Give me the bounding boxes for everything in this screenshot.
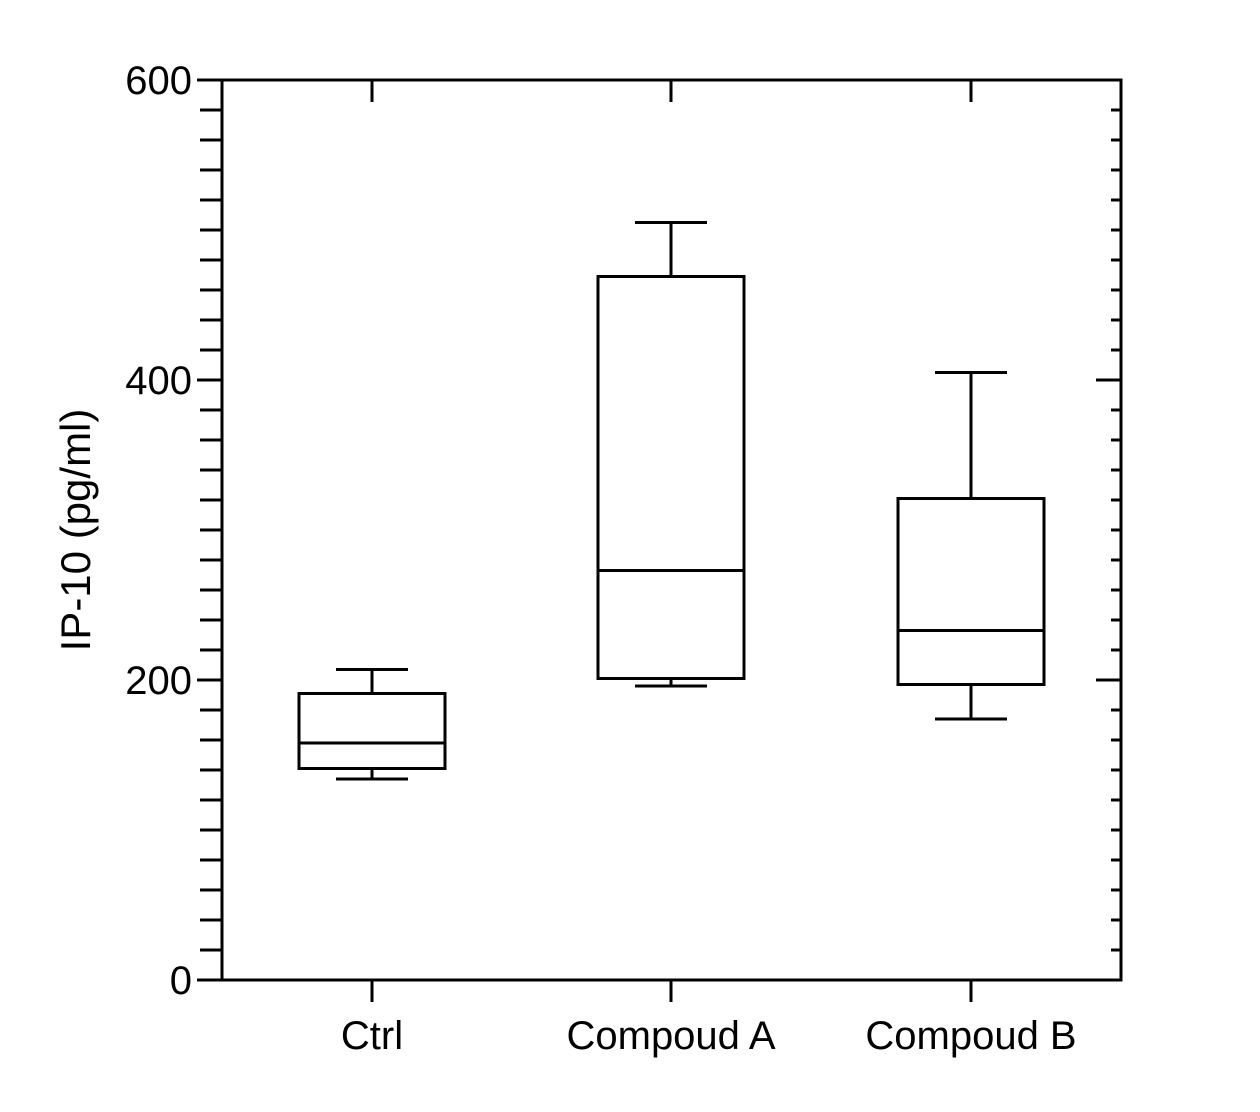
box-iqr (297, 692, 447, 770)
y-tick-label: 200 (125, 659, 192, 703)
box-iqr (596, 275, 746, 680)
y-major-ticks (197, 78, 1121, 982)
box-group (297, 668, 447, 781)
box-iqr (896, 497, 1046, 686)
x-tick-labels: Ctrl Compoud A Compoud B (341, 1014, 1077, 1058)
boxes (297, 221, 1046, 781)
x-tick-label: Compoud B (865, 1014, 1076, 1058)
y-tick-labels: 0 200 400 600 (125, 59, 192, 1003)
y-axis-label: IP-10 (pg/ml) (52, 409, 99, 652)
y-tick-label: 0 (170, 959, 192, 1003)
x-ticks (370, 80, 973, 1002)
x-tick-label: Compoud A (566, 1014, 775, 1058)
box-group (896, 371, 1046, 721)
y-minor-ticks (200, 108, 1121, 952)
x-tick-label: Ctrl (341, 1014, 403, 1058)
y-tick-label: 600 (125, 59, 192, 103)
y-tick-label: 400 (125, 359, 192, 403)
box-group (596, 221, 746, 688)
